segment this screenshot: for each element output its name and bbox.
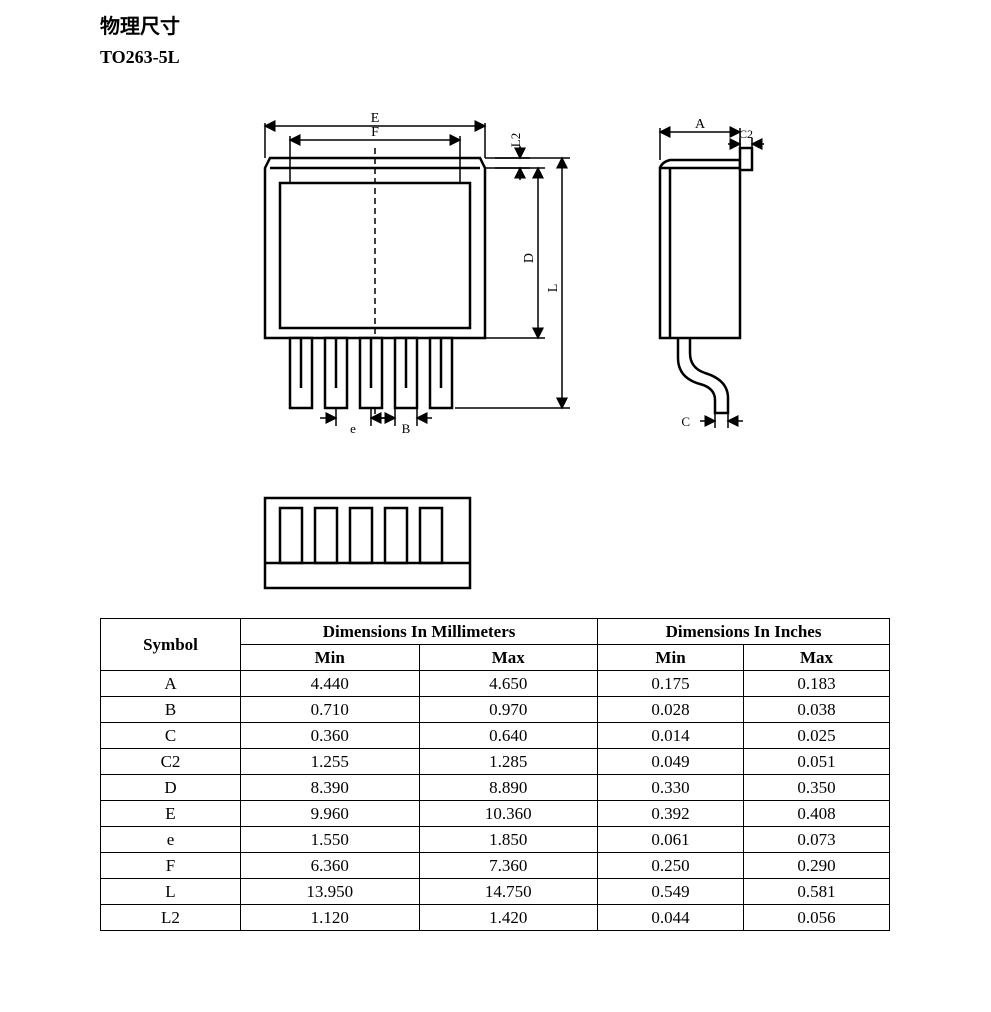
th-in-min: Min xyxy=(598,645,744,671)
table-cell: 1.285 xyxy=(419,749,598,775)
table-row: F6.3607.3600.2500.290 xyxy=(101,853,890,879)
package-code: TO263-5L xyxy=(100,47,991,68)
table-cell: 13.950 xyxy=(241,879,420,905)
table-cell: 4.440 xyxy=(241,671,420,697)
table-cell: 0.581 xyxy=(744,879,890,905)
table-cell: B xyxy=(101,697,241,723)
table-cell: F xyxy=(101,853,241,879)
table-cell: 0.051 xyxy=(744,749,890,775)
th-mm-max: Max xyxy=(419,645,598,671)
table-cell: 0.970 xyxy=(419,697,598,723)
table-cell: 8.390 xyxy=(241,775,420,801)
table-row: D8.3908.8900.3300.350 xyxy=(101,775,890,801)
table-row: L13.95014.7500.5490.581 xyxy=(101,879,890,905)
th-symbol: Symbol xyxy=(101,619,241,671)
dimensions-table: Symbol Dimensions In Millimeters Dimensi… xyxy=(100,618,991,931)
table-cell: 9.960 xyxy=(241,801,420,827)
table-cell: 0.290 xyxy=(744,853,890,879)
dim-label-L2: L2 xyxy=(508,133,523,147)
table-cell: e xyxy=(101,827,241,853)
table-cell: A xyxy=(101,671,241,697)
table-cell: 0.073 xyxy=(744,827,890,853)
dim-label-F: F xyxy=(371,125,379,140)
table-cell: 8.890 xyxy=(419,775,598,801)
th-in-max: Max xyxy=(744,645,890,671)
table-row: e1.5501.8500.0610.073 xyxy=(101,827,890,853)
table-cell: 0.710 xyxy=(241,697,420,723)
th-group-in: Dimensions In Inches xyxy=(598,619,890,645)
table-cell: 0.360 xyxy=(241,723,420,749)
table-row: L21.1201.4200.0440.056 xyxy=(101,905,890,931)
table-cell: 0.408 xyxy=(744,801,890,827)
table-cell: 0.044 xyxy=(598,905,744,931)
table-cell: 0.350 xyxy=(744,775,890,801)
table-cell: 0.392 xyxy=(598,801,744,827)
dim-label-B: B xyxy=(402,421,411,436)
table-cell: 0.014 xyxy=(598,723,744,749)
table-cell: 10.360 xyxy=(419,801,598,827)
table-cell: C xyxy=(101,723,241,749)
dim-label-E: E xyxy=(371,111,380,126)
table-cell: 0.175 xyxy=(598,671,744,697)
table-cell: E xyxy=(101,801,241,827)
table-cell: C2 xyxy=(101,749,241,775)
table-row: E9.96010.3600.3920.408 xyxy=(101,801,890,827)
th-mm-min: Min xyxy=(241,645,420,671)
table-cell: 1.120 xyxy=(241,905,420,931)
table-cell: 0.250 xyxy=(598,853,744,879)
table-cell: 1.420 xyxy=(419,905,598,931)
table-row: C0.3600.6400.0140.025 xyxy=(101,723,890,749)
dim-label-e: e xyxy=(350,421,356,436)
table-cell: D xyxy=(101,775,241,801)
table-row: C21.2551.2850.0490.051 xyxy=(101,749,890,775)
table-cell: 14.750 xyxy=(419,879,598,905)
table-cell: L2 xyxy=(101,905,241,931)
table-cell: 0.061 xyxy=(598,827,744,853)
table-cell: 0.640 xyxy=(419,723,598,749)
table-cell: 1.255 xyxy=(241,749,420,775)
table-cell: 0.038 xyxy=(744,697,890,723)
table-cell: 0.025 xyxy=(744,723,890,749)
dim-label-A: A xyxy=(695,117,706,132)
page-title: 物理尺寸 xyxy=(100,10,991,39)
table-cell: 7.360 xyxy=(419,853,598,879)
table-cell: 1.550 xyxy=(241,827,420,853)
table-cell: 0.028 xyxy=(598,697,744,723)
table-cell: 0.056 xyxy=(744,905,890,931)
table-cell: 4.650 xyxy=(419,671,598,697)
table-cell: 0.183 xyxy=(744,671,890,697)
dim-label-L: L xyxy=(546,284,561,293)
table-cell: 6.360 xyxy=(241,853,420,879)
table-cell: 0.049 xyxy=(598,749,744,775)
dim-label-C: C xyxy=(681,414,690,429)
dim-label-C2: C2 xyxy=(739,127,753,141)
table-cell: 1.850 xyxy=(419,827,598,853)
dim-label-D: D xyxy=(522,253,537,263)
table-cell: 0.330 xyxy=(598,775,744,801)
th-group-mm: Dimensions In Millimeters xyxy=(241,619,598,645)
table-cell: 0.549 xyxy=(598,879,744,905)
table-cell: L xyxy=(101,879,241,905)
outline-drawing: E F L2 D L e B xyxy=(100,88,890,608)
table-row: B0.7100.9700.0280.038 xyxy=(101,697,890,723)
table-row: A4.4404.6500.1750.183 xyxy=(101,671,890,697)
